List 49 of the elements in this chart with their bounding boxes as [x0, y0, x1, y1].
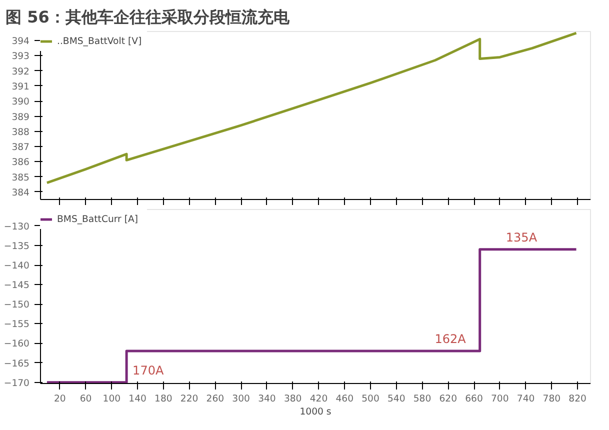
y-tick-label: −140 — [4, 260, 30, 272]
x-tick-label: 420 — [310, 394, 328, 404]
y-tick-label: 384 — [12, 187, 30, 198]
y-tick-label: −170 — [4, 378, 30, 389]
y-tick-label: 387 — [12, 142, 30, 154]
annotation: 135A — [506, 230, 538, 244]
annotation: 162A — [434, 332, 467, 346]
x-tick-label: 740 — [516, 394, 535, 404]
text: ..BMS_BattVolt [V] — [57, 36, 143, 46]
x-tick-label: 220 — [180, 394, 198, 404]
x-tick-label: 100 — [102, 394, 121, 404]
x-tick-label: 20 — [54, 394, 66, 404]
y-tick-label: 389 — [12, 112, 30, 123]
y-tick-label: 394 — [12, 36, 30, 48]
y-tick-label: −165 — [4, 358, 30, 370]
y-tick-label: 393 — [12, 51, 30, 62]
x-tick-label: 620 — [439, 394, 458, 404]
x-tick-label: 140 — [128, 394, 147, 404]
x-axis-title: 1000 s — [300, 406, 332, 418]
x-tick-label: 780 — [542, 394, 561, 404]
x-tick-label: 260 — [206, 394, 224, 404]
chart-title: 图 56：其他车企往往采取分段恒流充电 — [6, 8, 290, 26]
y-tick-label: −160 — [4, 338, 30, 350]
x-tick-label: 340 — [258, 394, 276, 404]
y-tick-label: −135 — [4, 240, 30, 252]
x-tick-label: 460 — [336, 394, 354, 404]
y-tick-label: −130 — [4, 221, 30, 232]
x-tick-label: 180 — [154, 394, 172, 404]
y-tick-label: −145 — [4, 280, 30, 292]
x-tick-label: 60 — [80, 394, 92, 404]
x-tick-label: 380 — [284, 394, 302, 404]
x-tick-label: 660 — [465, 394, 483, 404]
y-tick-label: −155 — [4, 319, 30, 330]
y-tick-label: 388 — [12, 126, 30, 138]
x-tick-label: 500 — [362, 394, 380, 404]
y-tick-label: 392 — [12, 66, 30, 78]
y-tick-label: 385 — [12, 172, 30, 184]
y-tick-label: 390 — [12, 96, 30, 108]
line-series — [46, 32, 578, 184]
x-tick-label: 820 — [568, 394, 587, 404]
x-tick-label: 700 — [491, 394, 509, 404]
annotation: 170A — [132, 363, 164, 378]
y-tick-label: 386 — [12, 157, 30, 168]
x-tick-label: 540 — [387, 394, 406, 404]
x-tick-label: 300 — [232, 394, 250, 404]
y-tick-label: −150 — [4, 300, 30, 311]
y-tick-label: 391 — [12, 81, 30, 92]
x-tick-label: 580 — [413, 394, 432, 404]
text: BMS_BattCurr [A] — [57, 214, 140, 224]
